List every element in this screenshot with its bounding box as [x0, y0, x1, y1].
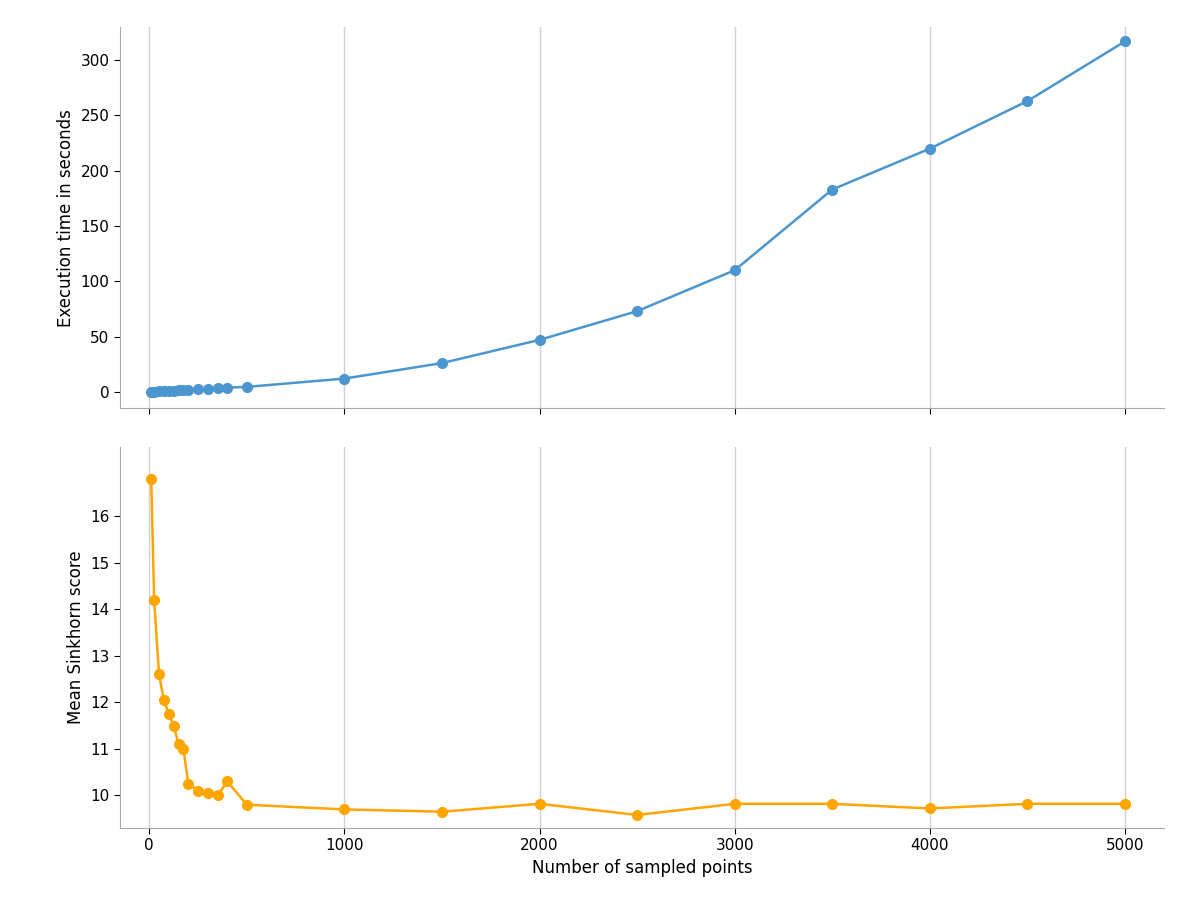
- X-axis label: Number of sampled points: Number of sampled points: [532, 859, 752, 877]
- Y-axis label: Execution time in seconds: Execution time in seconds: [58, 109, 76, 327]
- Y-axis label: Mean Sinkhorn score: Mean Sinkhorn score: [67, 551, 85, 724]
